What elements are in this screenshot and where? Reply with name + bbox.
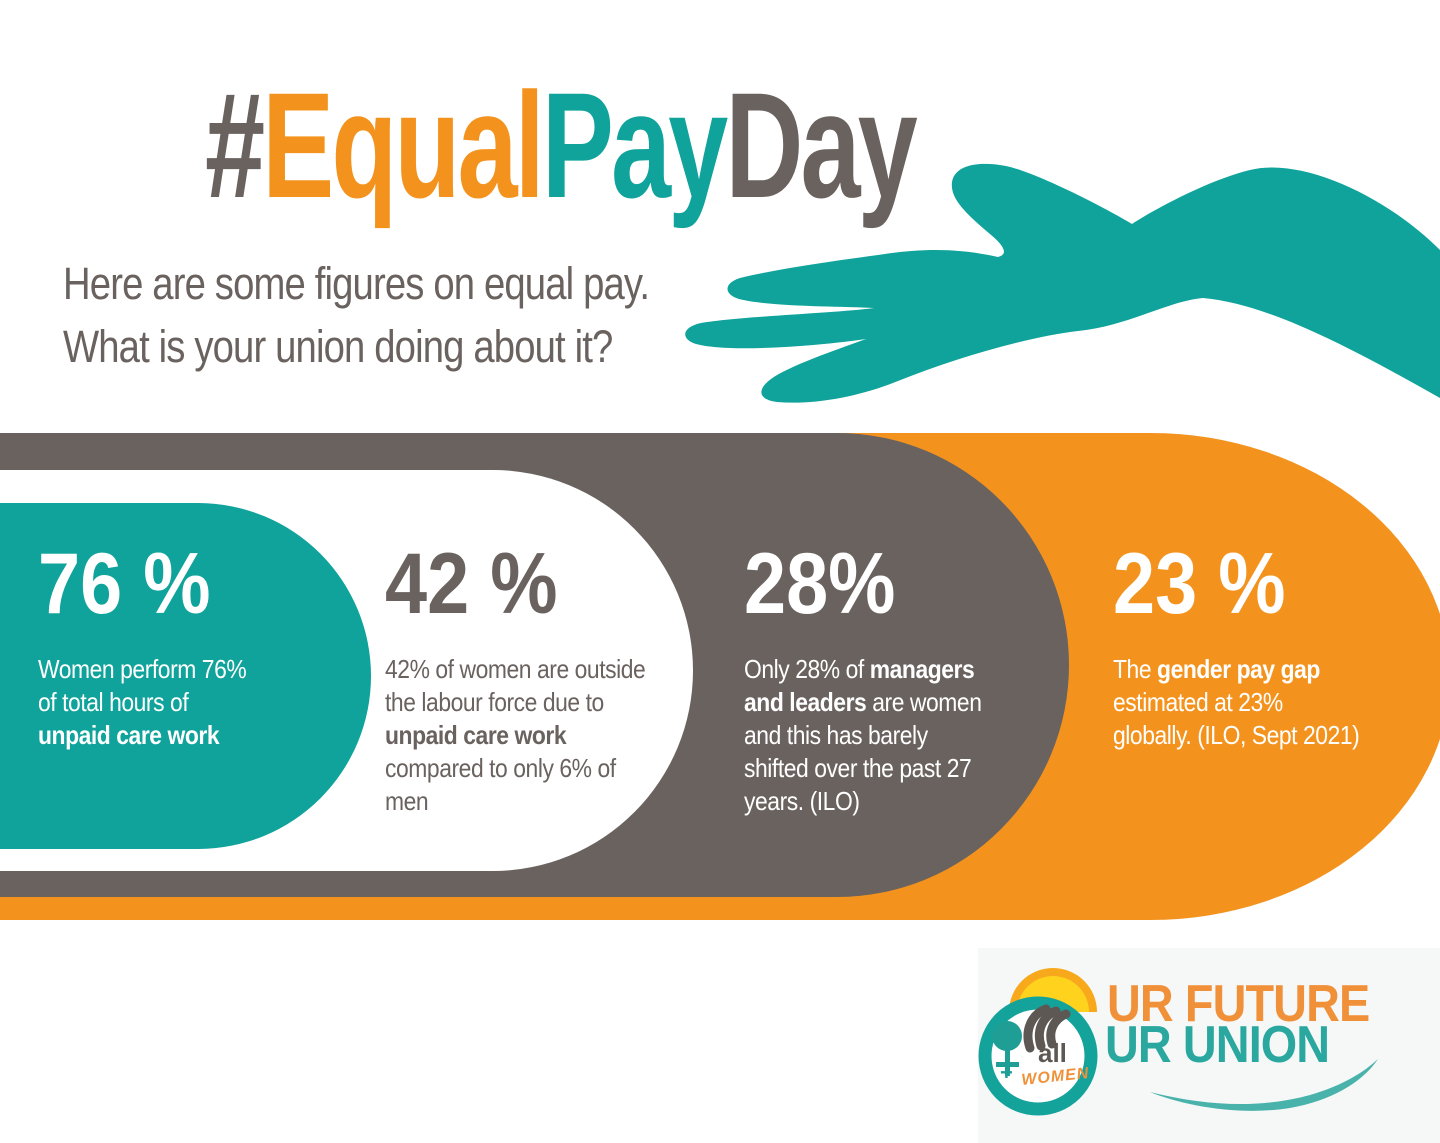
subtitle: Here are some figures on equal pay. What… (63, 252, 650, 378)
profile-faces-icon (1023, 1004, 1071, 1053)
stat-text-42: 42% of women are outside the labour force… (385, 654, 646, 816)
swoosh-icon (1150, 1059, 1378, 1111)
stat-block-76: 76 % Women perform 76% of total hours of u… (38, 536, 247, 752)
page-title: #EqualPayDay (205, 70, 918, 220)
stat-value-76: 76 % (38, 536, 211, 632)
subtitle-line-1: Here are some figures on equal pay. (63, 258, 650, 309)
logo-text-our-union: UR UNION (1105, 1016, 1330, 1074)
title-pay: Pay (541, 61, 728, 229)
subtitle-line-2: What is your union doing about it? (63, 321, 613, 372)
emblem-ring (978, 996, 1098, 1116)
stat-value-28: 28% (744, 536, 896, 632)
emblem-all-label: all (1038, 1038, 1067, 1068)
stat-value-23: 23 % (1113, 536, 1286, 632)
stat-block-23: 23 % The gender pay gap estimated at 23% g… (1113, 536, 1360, 752)
title-hash: # (205, 61, 265, 229)
stat-text-23: The gender pay gap estimated at 23% global… (1113, 654, 1360, 750)
stat-block-42: 42 % 42% of women are outside the labour … (385, 536, 646, 818)
emblem-plus-label: + (1000, 1060, 1013, 1085)
title-equal: Equal (262, 61, 545, 229)
logo-text-our-future: UR FUTURE (1107, 975, 1370, 1033)
female-symbol-icon (992, 1021, 1022, 1076)
logo-panel: all + WOMEN UR FUTURE UR UNION (978, 948, 1440, 1143)
stat-text-28: Only 28% of managers and leaders are wome… (744, 654, 982, 816)
all-women-logo: all + WOMEN (978, 968, 1378, 1116)
title-day: Day (725, 61, 917, 229)
stat-value-42: 42 % (385, 536, 558, 632)
stat-block-28: 28% Only 28% of managers and leaders are … (744, 536, 982, 818)
stat-text-76: Women perform 76% of total hours of unpaid… (38, 654, 247, 750)
teal-band-capsule (0, 503, 371, 849)
